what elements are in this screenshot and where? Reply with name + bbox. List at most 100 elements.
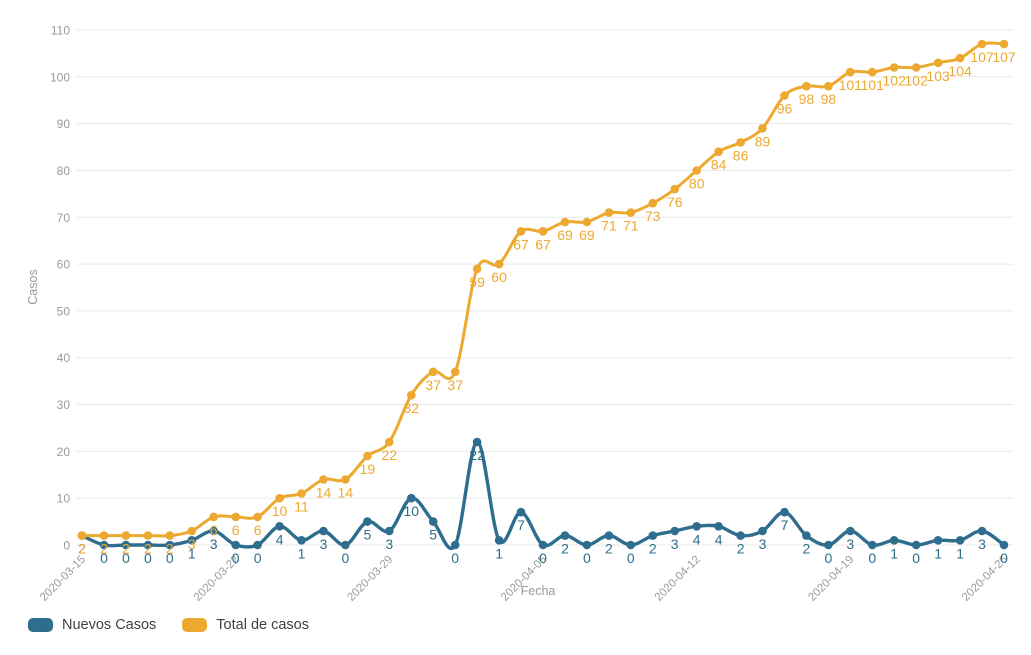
- y-tick-label: 60: [57, 258, 71, 272]
- svg-text:2020-03-15: 2020-03-15: [38, 554, 88, 604]
- data-point-total-de-casos: [187, 526, 197, 536]
- data-label: 3: [759, 536, 767, 552]
- data-point-total-de-casos: [143, 531, 153, 540]
- data-point-total-de-casos: [450, 367, 460, 377]
- data-point-nuevos-casos: [604, 531, 614, 540]
- data-label: 2: [100, 541, 108, 557]
- data-point-total-de-casos: [626, 208, 636, 217]
- data-point-nuevos-casos: [494, 536, 504, 545]
- data-label: 14: [316, 485, 332, 501]
- data-label: 102: [883, 73, 907, 89]
- data-label: 32: [404, 400, 420, 416]
- data-label: 69: [579, 227, 595, 243]
- data-point-total-de-casos: [341, 475, 350, 484]
- y-tick-label: 10: [57, 492, 71, 506]
- data-label: 84: [711, 157, 727, 173]
- data-point-nuevos-casos: [626, 540, 636, 550]
- data-point-nuevos-casos: [143, 540, 153, 550]
- x-axis-title: Fecha: [521, 584, 556, 598]
- data-label: 37: [447, 377, 463, 393]
- y-axis-title: Casos: [26, 269, 40, 304]
- data-point-total-de-casos: [560, 217, 570, 227]
- data-point-nuevos-casos: [824, 540, 833, 550]
- data-point-total-de-casos: [692, 166, 701, 175]
- data-point-total-de-casos: [253, 512, 262, 522]
- data-point-nuevos-casos: [780, 507, 789, 517]
- data-point-total-de-casos: [121, 531, 131, 540]
- data-point-total-de-casos: [77, 531, 87, 540]
- data-label: 3: [671, 536, 679, 552]
- data-point-nuevos-casos: [516, 507, 526, 517]
- data-point-total-de-casos: [209, 512, 218, 522]
- y-tick-label: 40: [57, 351, 71, 365]
- data-point-nuevos-casos: [846, 526, 855, 536]
- data-label: 0: [342, 550, 350, 566]
- data-label: 73: [645, 208, 661, 224]
- data-point-nuevos-casos: [758, 526, 767, 536]
- data-point-nuevos-casos: [385, 526, 394, 536]
- data-point-nuevos-casos: [889, 536, 899, 545]
- data-label: 107: [970, 49, 994, 65]
- data-label: 2: [803, 541, 811, 557]
- data-label: 2: [144, 541, 152, 557]
- data-label: 37: [425, 377, 441, 393]
- data-label: 69: [557, 227, 573, 243]
- data-point-nuevos-casos: [802, 531, 811, 540]
- data-point-total-de-casos: [165, 531, 175, 540]
- data-label: 60: [491, 269, 507, 285]
- legend-item-nuevos-casos[interactable]: Nuevos Casos: [28, 618, 156, 632]
- data-point-nuevos-casos: [165, 540, 175, 550]
- data-label: 4: [693, 531, 701, 547]
- data-label: 6: [232, 522, 240, 538]
- series-nuevos-casos: [77, 437, 1009, 550]
- data-point-total-de-casos: [846, 67, 855, 77]
- data-label: 2: [649, 541, 657, 557]
- data-label: 101: [839, 77, 863, 93]
- legend-item-total-de-casos[interactable]: Total de casos: [182, 618, 309, 632]
- data-point-total-de-casos: [868, 67, 877, 77]
- data-label: 3: [385, 536, 393, 552]
- data-point-nuevos-casos: [933, 536, 943, 545]
- data-point-total-de-casos: [824, 81, 833, 91]
- data-point-total-de-casos: [99, 531, 109, 540]
- series-total-de-casos: [77, 39, 1009, 540]
- legend-label-total-de-casos: Total de casos: [216, 617, 309, 633]
- data-label: 6: [254, 522, 262, 538]
- data-label: 0: [539, 550, 547, 566]
- data-label: 67: [535, 236, 551, 252]
- data-point-nuevos-casos: [407, 493, 416, 503]
- data-label: 4: [276, 531, 284, 547]
- data-point-nuevos-casos: [341, 540, 350, 550]
- data-point-nuevos-casos: [714, 522, 723, 531]
- data-label: 22: [469, 447, 485, 463]
- data-label: 6: [210, 522, 218, 538]
- data-label: 1: [956, 545, 964, 561]
- svg-text:2020-04-12: 2020-04-12: [653, 554, 703, 604]
- data-point-total-de-casos: [714, 147, 723, 156]
- data-point-nuevos-casos: [736, 531, 745, 540]
- data-point-nuevos-casos: [275, 522, 284, 531]
- data-point-total-de-casos: [670, 184, 679, 194]
- data-label: 71: [623, 218, 639, 234]
- data-label: 0: [912, 550, 920, 566]
- legend-label-nuevos-casos: Nuevos Casos: [62, 617, 157, 633]
- data-label: 0: [122, 550, 130, 566]
- data-point-total-de-casos: [538, 227, 548, 236]
- data-label: 76: [667, 194, 683, 210]
- data-point-nuevos-casos: [99, 540, 109, 550]
- data-point-total-de-casos: [911, 63, 921, 72]
- data-point-total-de-casos: [802, 81, 811, 91]
- data-point-nuevos-casos: [363, 517, 372, 526]
- data-point-nuevos-casos: [911, 540, 921, 550]
- data-point-total-de-casos: [999, 39, 1009, 49]
- data-point-total-de-casos: [319, 475, 328, 484]
- data-label: 2: [166, 541, 174, 557]
- data-point-nuevos-casos: [582, 540, 592, 550]
- data-point-total-de-casos: [472, 264, 482, 274]
- data-label: 19: [360, 461, 376, 477]
- data-point-nuevos-casos: [692, 522, 701, 531]
- data-label: 0: [583, 550, 591, 566]
- svg-text:2020-03-29: 2020-03-29: [345, 554, 395, 604]
- data-point-nuevos-casos: [231, 540, 240, 550]
